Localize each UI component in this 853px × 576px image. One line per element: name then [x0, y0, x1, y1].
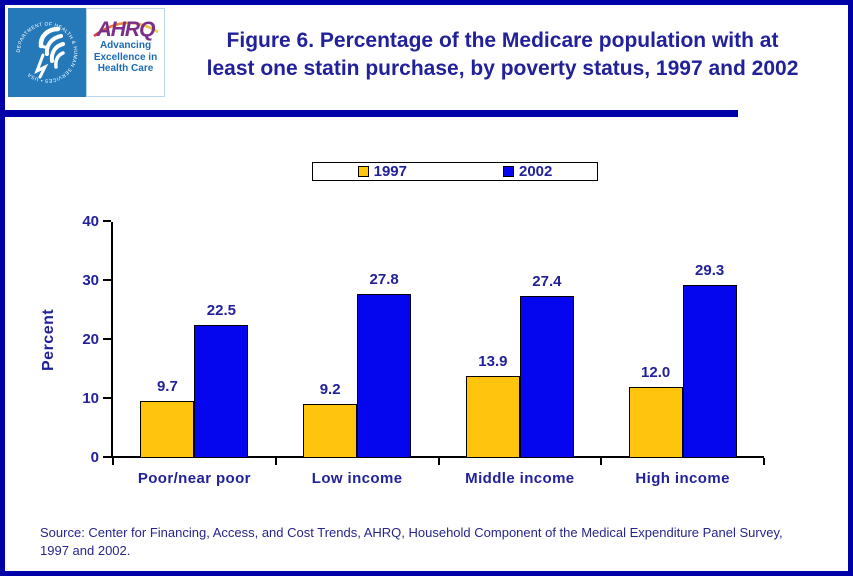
category-label: Low income: [311, 470, 403, 487]
rainbow-arc-icon: [92, 21, 159, 38]
ahrq-wordmark: AHRQ: [96, 18, 156, 41]
bar-value-label: 12.0: [641, 364, 671, 382]
bar-value-label: 27.4: [532, 273, 562, 291]
figure-title: Figure 6. Percentage of the Medicare pop…: [170, 27, 835, 83]
ahrq-tagline-line: Advancing: [99, 40, 152, 51]
source-note: Source: Center for Financing, Access, an…: [40, 524, 783, 560]
category-label: Middle income: [465, 470, 575, 487]
hhs-eagle-icon: DEPARTMENT OF HEALTH & HUMAN SERVICES • …: [16, 21, 78, 83]
bar-2002-poor-near-poor: [194, 325, 249, 458]
bar-value-label: 9.7: [156, 377, 178, 395]
ahrq-logo: AHRQ Advancing Excellence in Health Care: [86, 8, 165, 97]
title-underline-bar: [5, 110, 738, 117]
source-note-line-2: 1997 and 2002.: [40, 543, 131, 558]
ahrq-tagline-line: Health Care: [97, 63, 154, 74]
y-axis-line: [111, 222, 113, 458]
agency-logo: DEPARTMENT OF HEALTH & HUMAN SERVICES • …: [8, 8, 165, 97]
y-tick-label: 30: [82, 272, 99, 289]
y-tick-label: 20: [82, 331, 99, 348]
bar-1997-middle-income: [465, 375, 520, 458]
legend-label: 1997: [373, 163, 407, 180]
y-tick-label: 0: [90, 449, 99, 466]
ahrq-tagline-line: Excellence in: [93, 51, 158, 63]
bar-1997-high-income: [628, 387, 683, 458]
y-tick-mark: [103, 279, 111, 281]
x-axis-line: [111, 456, 764, 458]
bar-1997-low-income: [303, 403, 358, 458]
x-tick-mark: [112, 458, 114, 465]
bar-value-label: 9.2: [319, 380, 341, 398]
category-label: Poor/near poor: [137, 470, 251, 487]
y-tick-mark: [103, 456, 111, 458]
y-tick-label: 40: [82, 213, 99, 230]
x-tick-mark: [274, 458, 277, 465]
hhs-logo: DEPARTMENT OF HEALTH & HUMAN SERVICES • …: [8, 8, 86, 97]
bar-value-label: 13.9: [478, 352, 508, 370]
y-axis-label: Percent: [40, 308, 57, 372]
bar-2002-low-income: [357, 293, 412, 458]
figure-title-line-2: least one statin purchase, by poverty st…: [206, 57, 799, 80]
x-tick-mark: [437, 458, 440, 465]
y-tick-mark: [103, 220, 111, 222]
figure-title-line-1: Figure 6. Percentage of the Medicare pop…: [226, 29, 779, 52]
x-tick-mark: [763, 458, 765, 465]
legend-swatch-icon: [357, 166, 369, 177]
bar-2002-high-income: [682, 285, 737, 458]
bar-value-label: 22.5: [206, 302, 236, 320]
x-tick-mark: [600, 458, 603, 465]
legend-entry-1997: 1997: [357, 163, 407, 180]
y-tick-label: 10: [82, 390, 99, 407]
y-tick-mark: [103, 338, 111, 340]
source-note-line-1: Source: Center for Financing, Access, an…: [40, 525, 783, 540]
bar-2002-middle-income: [519, 296, 574, 458]
legend-entry-2002: 2002: [503, 164, 552, 179]
bar-value-label: 29.3: [695, 262, 725, 280]
category-label: High income: [635, 470, 730, 487]
bar-value-label: 27.8: [369, 270, 399, 288]
y-tick-mark: [103, 397, 111, 399]
legend-swatch-icon: [503, 166, 514, 177]
bar-1997-poor-near-poor: [140, 400, 195, 458]
eagle-glyph: [34, 26, 65, 79]
chart-legend: 1997 2002: [312, 162, 598, 181]
legend-label: 2002: [519, 163, 553, 180]
